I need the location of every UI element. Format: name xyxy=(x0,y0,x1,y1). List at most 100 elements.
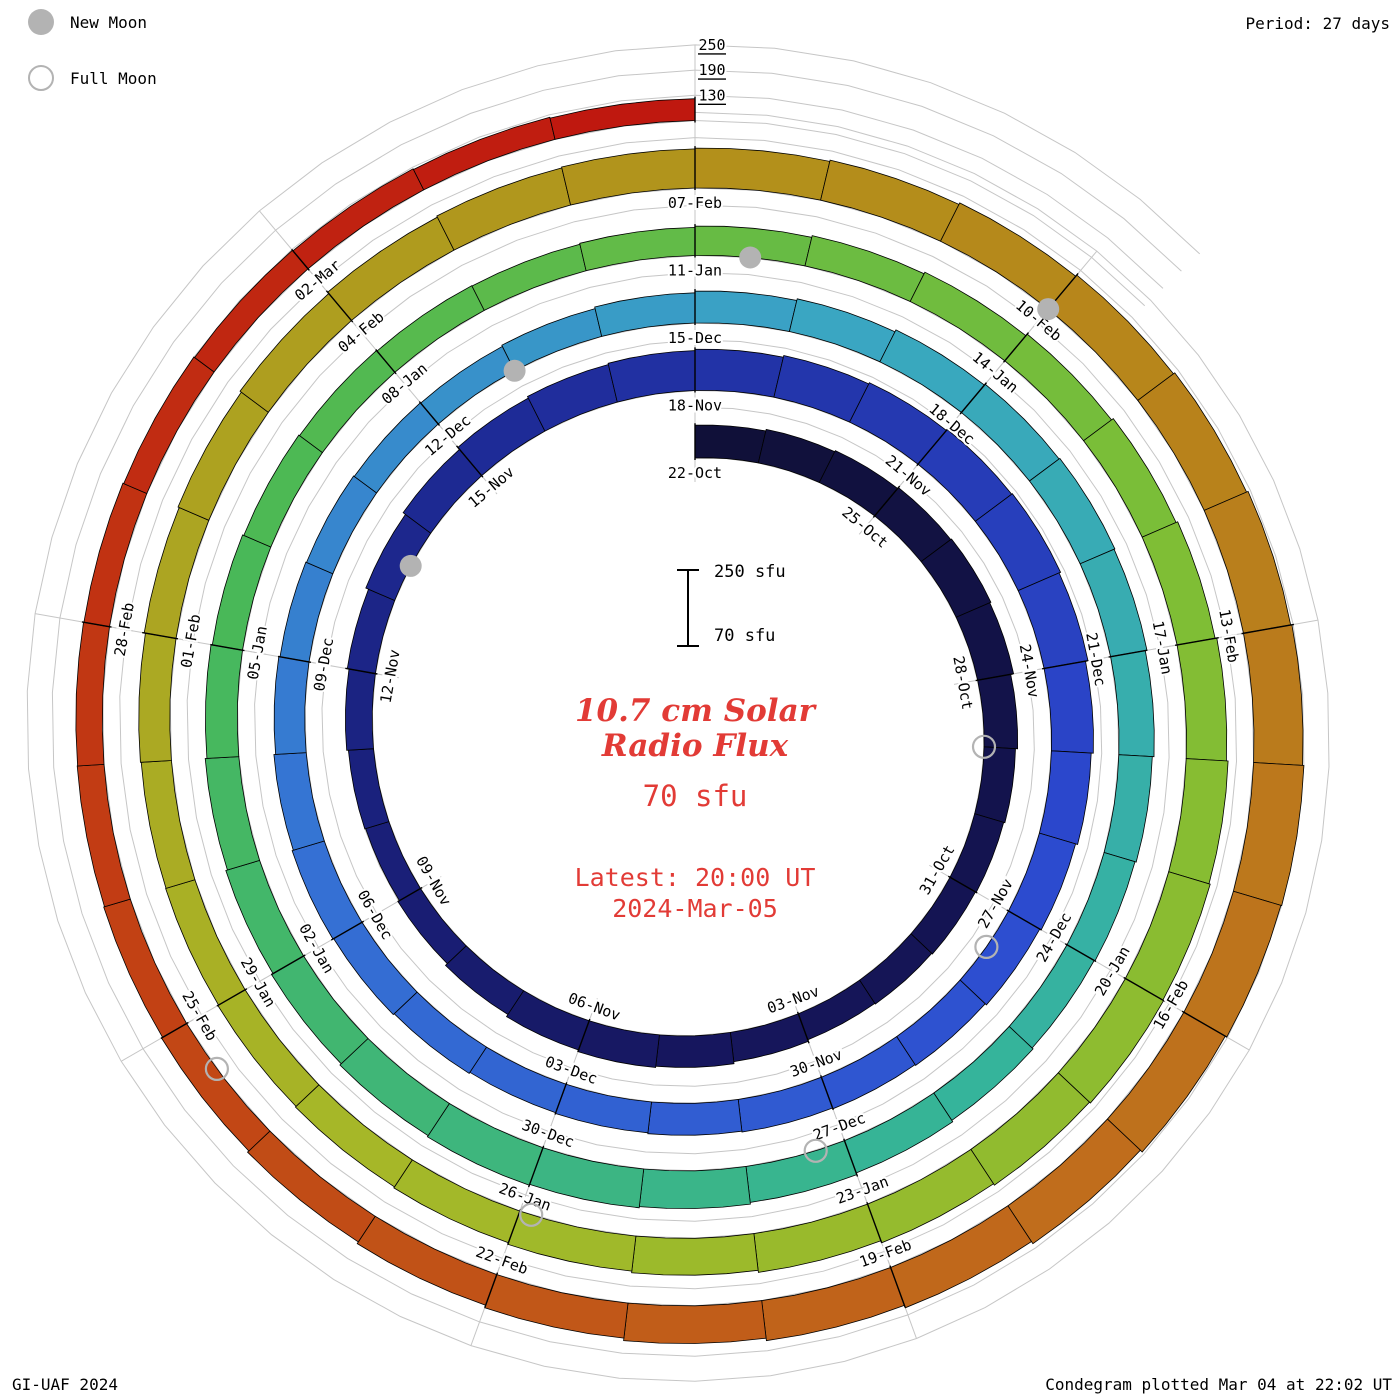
legend-item-new-moon: New Moon xyxy=(28,8,157,36)
date-label: 24-Nov xyxy=(1016,643,1043,699)
day-tick xyxy=(507,1209,522,1245)
flux-bar xyxy=(1066,852,1136,962)
radial-axis-label: 190 xyxy=(698,61,725,79)
flux-bar xyxy=(444,945,525,1016)
flux-bar xyxy=(1243,624,1304,766)
full-moon-marker xyxy=(971,734,997,759)
full-moon-marker xyxy=(204,1056,229,1082)
current-flux-value: 70 sfu xyxy=(642,779,748,814)
flux-bar xyxy=(1103,754,1153,863)
flux-bar xyxy=(471,243,587,311)
day-tick xyxy=(1123,976,1166,1003)
date-label: 09-Dec xyxy=(310,636,337,692)
full-moon-label: Full Moon xyxy=(70,68,157,88)
flux-bar xyxy=(273,752,325,851)
full-moon-icon xyxy=(28,65,54,91)
flux-bar xyxy=(977,673,1019,750)
flux-bar xyxy=(75,621,110,767)
day-tick xyxy=(1241,623,1295,635)
flux-bar xyxy=(761,1266,905,1342)
day-tick xyxy=(975,673,1013,682)
latest-date-label: 2024-Mar-05 xyxy=(612,894,778,924)
new-moon-marker xyxy=(399,554,422,577)
flux-bar xyxy=(273,656,310,755)
flux-bar xyxy=(333,921,418,1016)
day-tick xyxy=(375,349,397,375)
radial-axis-label: 250 xyxy=(698,36,725,54)
day-tick xyxy=(947,875,978,894)
flux-bar xyxy=(694,348,784,398)
flux-bar xyxy=(305,475,378,575)
day-tick xyxy=(418,401,441,426)
flux-bar xyxy=(76,763,131,908)
flux-bar xyxy=(859,933,933,1005)
scale-bar-top-label: 250 sfu xyxy=(714,562,786,582)
flux-bar xyxy=(549,98,696,140)
flux-bar xyxy=(694,424,767,464)
day-tick xyxy=(1181,1010,1228,1038)
date-label: 07-Feb xyxy=(668,194,722,212)
date-label: 12-Nov xyxy=(377,648,404,704)
flux-bar xyxy=(436,167,572,251)
day-tick xyxy=(325,290,354,323)
flux-bar xyxy=(103,898,188,1038)
day-tick xyxy=(484,1272,499,1308)
day-tick xyxy=(397,886,423,903)
day-tick xyxy=(872,485,901,518)
date-label: 15-Dec xyxy=(668,329,722,347)
date-label: 28-Feb xyxy=(111,601,138,657)
flux-bar xyxy=(631,1233,759,1276)
day-tick xyxy=(81,621,112,628)
day-tick xyxy=(1006,909,1042,931)
flux-bar xyxy=(694,147,831,201)
day-tick xyxy=(916,427,950,467)
day-tick xyxy=(291,248,310,271)
flux-bar xyxy=(820,159,960,242)
flux-bar xyxy=(647,1099,743,1136)
flux-bar xyxy=(1038,750,1092,846)
flux-bar xyxy=(933,1025,1034,1121)
flux-bar xyxy=(607,350,696,403)
period-label: Period: 27 days xyxy=(1245,14,1391,33)
flux-bar xyxy=(393,991,488,1074)
full-moon-marker xyxy=(974,934,999,960)
flux-bar xyxy=(243,434,323,548)
day-tick xyxy=(577,1018,591,1053)
day-tick xyxy=(142,631,179,640)
day-tick xyxy=(330,920,365,941)
latest-time-label: Latest: 20:00 UT xyxy=(574,863,816,892)
flux-bar xyxy=(420,345,516,425)
full-moon-marker xyxy=(803,1138,828,1163)
flux-bar xyxy=(225,859,305,975)
flux-bar xyxy=(138,632,177,763)
flux-bar xyxy=(638,1166,751,1209)
day-tick xyxy=(345,667,378,675)
day-tick xyxy=(160,1021,189,1039)
flux-bar xyxy=(788,298,896,363)
day-tick xyxy=(554,1082,568,1115)
radial-axis-label: 130 xyxy=(698,86,725,104)
flux-bar xyxy=(1110,650,1155,758)
flux-bar xyxy=(577,1020,660,1068)
chart-title-line2: Radio Flux xyxy=(601,727,789,764)
flux-bar xyxy=(526,363,618,432)
day-tick xyxy=(866,1201,883,1243)
date-label: 01-Feb xyxy=(177,613,204,669)
flux-bar xyxy=(1168,758,1229,885)
flux-bar xyxy=(1124,871,1211,1001)
date-label: 05-Jan xyxy=(244,625,271,681)
day-tick xyxy=(1064,943,1097,963)
day-tick xyxy=(210,643,245,652)
day-tick xyxy=(889,1265,906,1308)
day-tick xyxy=(1174,636,1219,647)
flux-bar xyxy=(165,879,246,1006)
new-moon-marker xyxy=(503,359,526,382)
chart-center-text: 10.7 cm Solar Radio Flux 70 sfu xyxy=(445,694,945,814)
flux-bar xyxy=(655,1031,735,1068)
moon-legend: New Moon Full Moon xyxy=(28,8,157,120)
flux-bar xyxy=(484,1274,629,1339)
day-tick xyxy=(959,382,988,415)
flux-bar xyxy=(205,644,243,759)
flux-bar xyxy=(177,391,269,521)
